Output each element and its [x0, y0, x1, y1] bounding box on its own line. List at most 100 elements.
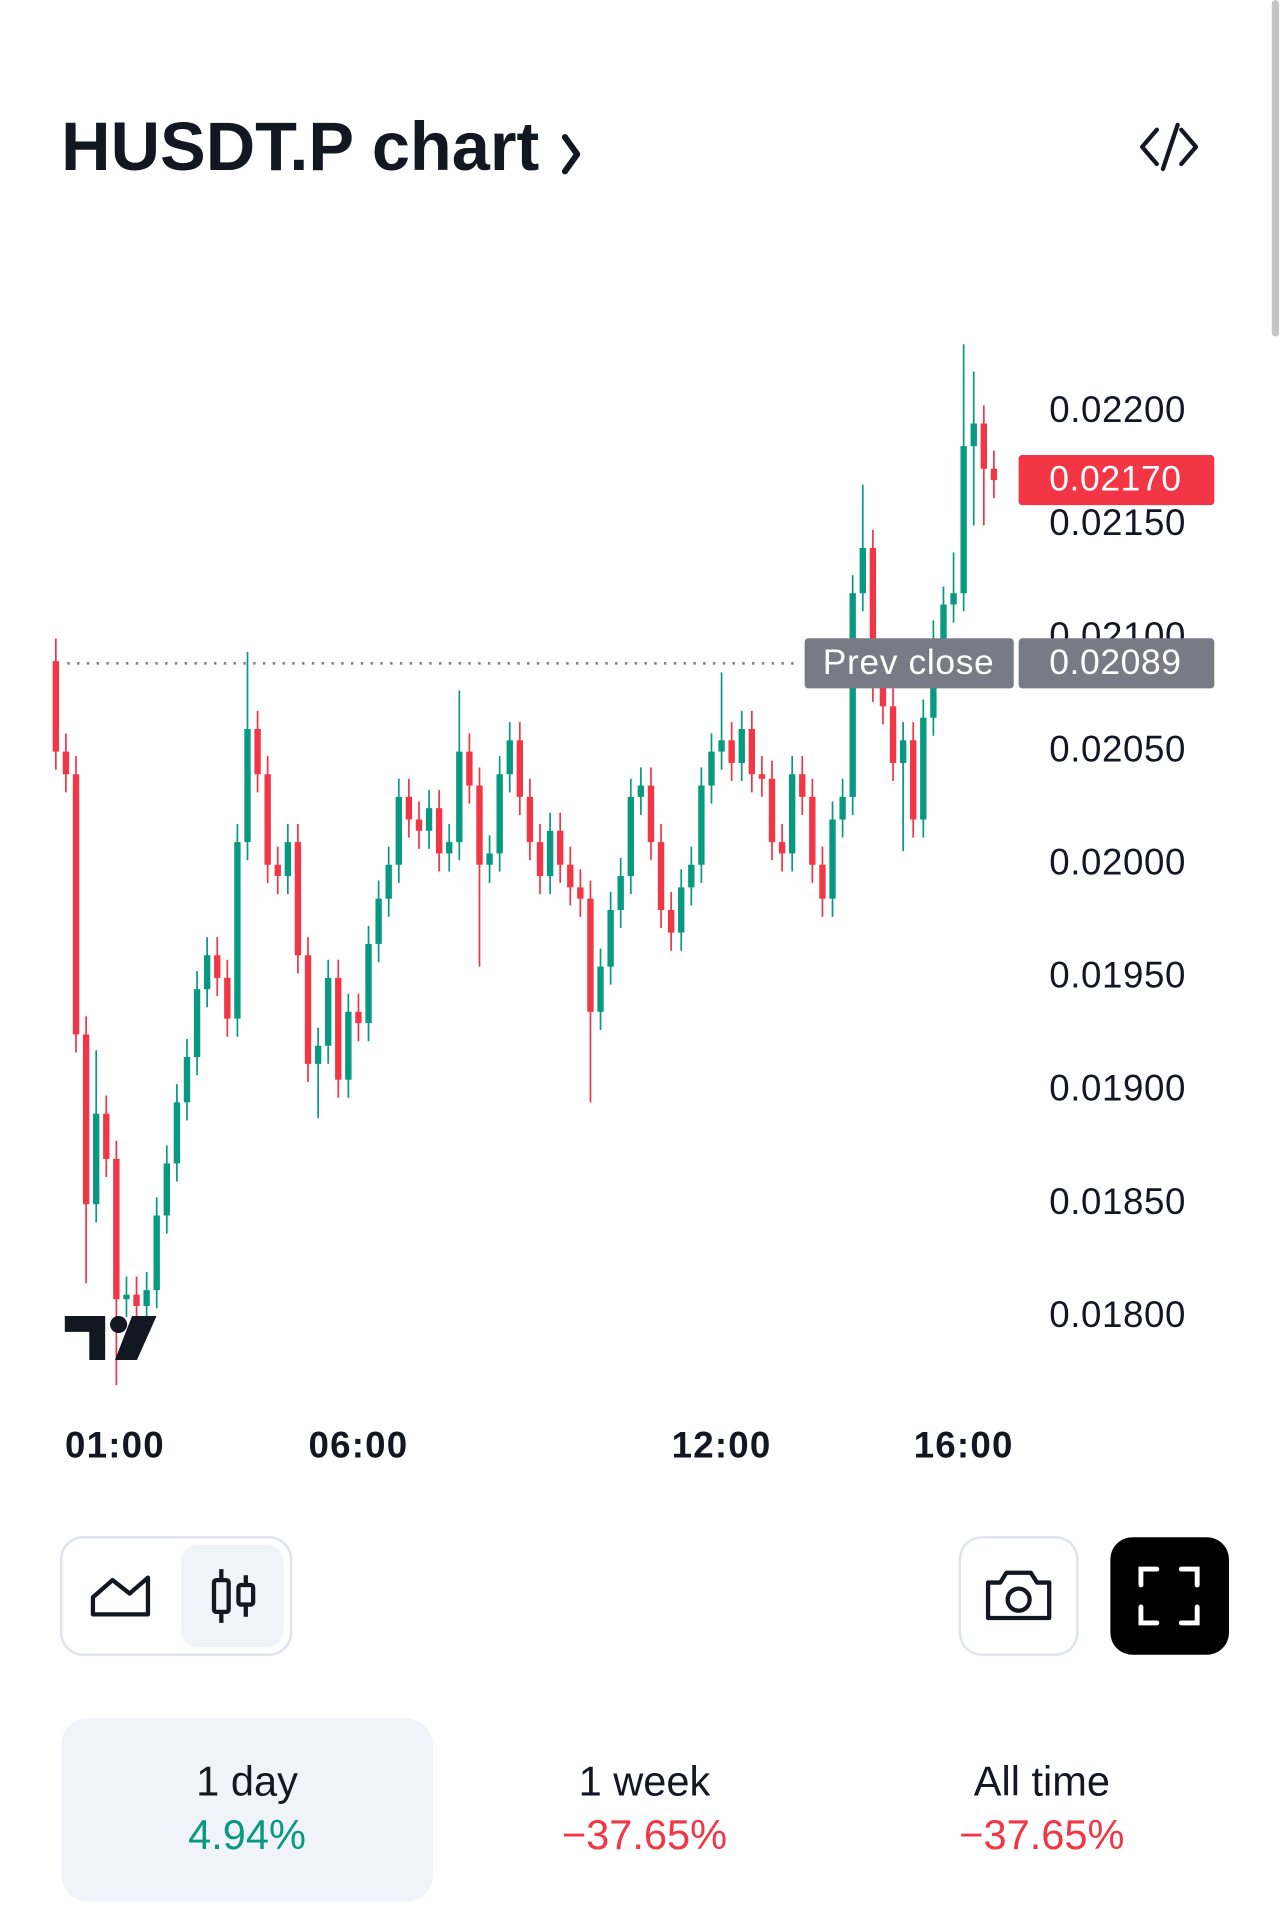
candle-body [143, 1290, 150, 1306]
candle-body [768, 778, 776, 843]
y-tick-label: 0.01850 [1049, 1181, 1186, 1222]
candle-body [869, 547, 877, 684]
candle-body [849, 593, 856, 797]
candle-body [214, 955, 221, 978]
candle-body [778, 842, 786, 854]
candle-body [546, 830, 554, 877]
y-tick-label: 0.02150 [1049, 502, 1186, 543]
candle-body [637, 785, 645, 797]
candle-body [758, 774, 766, 779]
candle-body [718, 740, 725, 752]
candle-body [879, 683, 887, 707]
candle-body [970, 423, 977, 447]
period-label[interactable]: 1 week [579, 1757, 711, 1804]
y-tick-label: 0.01900 [1049, 1068, 1186, 1109]
candle-body [587, 898, 594, 1012]
candle-body [627, 796, 634, 877]
candle-body [889, 706, 897, 763]
tv-logo [64, 1315, 157, 1360]
candle-body [607, 909, 614, 967]
candle-body [234, 842, 241, 1019]
scrollbar[interactable] [1271, 0, 1280, 337]
candle-body [274, 864, 281, 877]
candle-body [688, 864, 695, 888]
fullscreen-button[interactable] [1110, 1537, 1229, 1655]
candle-body [62, 751, 70, 775]
candle-body [698, 785, 705, 865]
prev-close-value-tag [1018, 638, 1215, 689]
candle-body [799, 774, 806, 797]
candle-body [839, 796, 846, 820]
candle-body [254, 728, 261, 775]
candle-body [415, 819, 423, 831]
candle-body [476, 785, 483, 865]
candle-body [264, 774, 271, 865]
candle-body [748, 728, 756, 775]
area-style-button[interactable] [90, 1575, 151, 1617]
period-label[interactable]: 1 day [196, 1757, 298, 1804]
candle-body [113, 1158, 120, 1300]
prev-close-value: 0.02089 [1049, 642, 1181, 682]
candle-body [899, 740, 907, 763]
candle-body [577, 887, 584, 899]
candle-body [516, 740, 524, 797]
candle-body [728, 740, 735, 763]
candle-body [456, 751, 463, 843]
candle-body [405, 796, 413, 820]
y-tick-label: 0.02200 [1049, 389, 1186, 430]
candle-body [980, 423, 988, 469]
candle-body [345, 1011, 352, 1080]
chart: 0.01800 0.01850 0.01900 0.01950 0.02000 0.020… [52, 344, 1215, 1466]
candle-icon [211, 1569, 256, 1623]
candle-body [526, 796, 534, 843]
chart-title[interactable]: HUSDT.P chart [61, 108, 539, 185]
candle-body [385, 864, 392, 899]
period-label[interactable]: All time [974, 1757, 1110, 1804]
x-tick-label: 12:00 [672, 1425, 772, 1466]
candle-body [133, 1294, 140, 1306]
candle-body [425, 808, 433, 831]
chart-style-group [59, 1536, 293, 1656]
last-price-tag [1018, 455, 1215, 506]
candle-style-button[interactable] [180, 1544, 284, 1648]
x-tick-label: 16:00 [914, 1425, 1014, 1466]
candle-body [567, 864, 574, 888]
candle-body [52, 661, 60, 752]
candle-body [466, 751, 473, 786]
candle-body [203, 955, 211, 990]
candle-body [193, 989, 201, 1058]
candle-body [244, 728, 251, 843]
candle-body [708, 751, 715, 786]
candle-body [809, 796, 816, 865]
candle-body [82, 1034, 90, 1205]
candle-body [920, 717, 927, 820]
candle-body [950, 593, 957, 605]
candle-body [446, 842, 453, 854]
candle-body [123, 1294, 130, 1300]
candle-body [960, 446, 967, 594]
candle-body [496, 774, 503, 854]
candle-body [789, 774, 796, 854]
period-change: 4.94% [188, 1811, 306, 1858]
candle-body [829, 819, 836, 899]
x-tick-label: 06:00 [308, 1425, 408, 1466]
candle-body [314, 1045, 322, 1064]
embed-icon[interactable] [1140, 122, 1199, 172]
candle-body [72, 774, 80, 1035]
candle-body [173, 1102, 181, 1164]
selected-period[interactable] [61, 1718, 433, 1902]
candle-body [375, 898, 382, 944]
period-change: −37.65% [959, 1811, 1124, 1858]
candle-body [647, 785, 655, 843]
candle-body [355, 1011, 362, 1024]
snapshot-button[interactable] [958, 1536, 1079, 1656]
title-chevron[interactable] [561, 134, 581, 175]
candle-body [304, 955, 312, 1064]
candle-body [597, 966, 604, 1012]
period-change: −37.65% [562, 1811, 727, 1858]
y-tick-label: 0.01950 [1049, 955, 1186, 996]
candle-body [163, 1163, 170, 1216]
last-price-value: 0.02170 [1049, 459, 1181, 499]
candle-body [486, 853, 493, 865]
